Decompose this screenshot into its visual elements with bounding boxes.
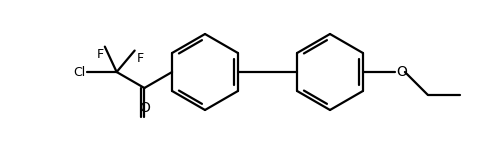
- Text: O: O: [139, 101, 150, 115]
- Text: O: O: [396, 65, 407, 79]
- Text: F: F: [96, 48, 104, 61]
- Text: Cl: Cl: [74, 66, 86, 78]
- Text: F: F: [136, 52, 144, 64]
